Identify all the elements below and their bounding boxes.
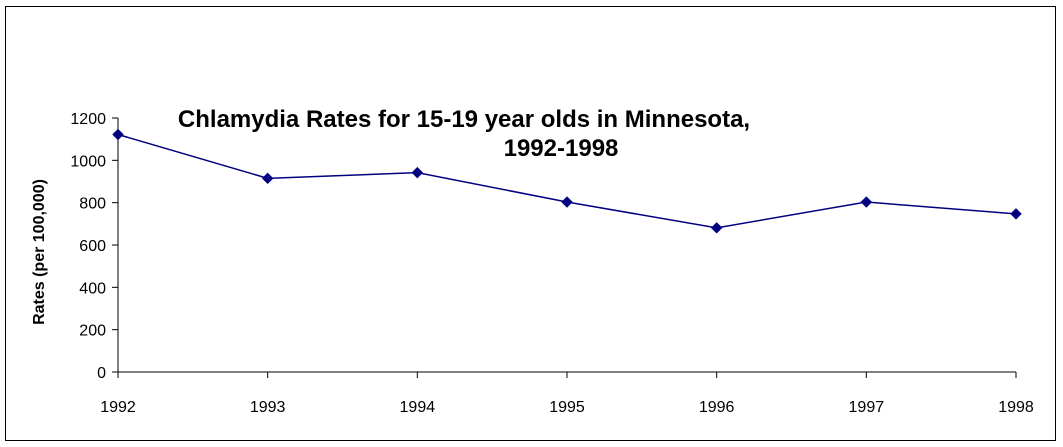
- y-tick-label: 600: [79, 238, 106, 255]
- y-axis-ticks: 0 200 400 600 800 1000 1200: [70, 111, 118, 382]
- x-tick-label: 1992: [100, 399, 136, 416]
- y-tick-label: 1200: [70, 111, 106, 128]
- data-point-marker: [411, 166, 424, 179]
- x-tick-label: 1994: [400, 399, 436, 416]
- chart-frame: [5, 6, 1056, 441]
- x-tick-label: 1996: [699, 399, 735, 416]
- x-tick-label: 1997: [849, 399, 885, 416]
- data-point-marker: [1010, 208, 1022, 220]
- y-tick-label: 400: [79, 280, 106, 297]
- y-tick-label: 1000: [70, 153, 106, 170]
- x-tick-label: 1998: [998, 399, 1034, 416]
- data-point-marker: [561, 196, 573, 208]
- y-tick-label: 0: [97, 365, 106, 382]
- y-tick-label: 800: [79, 196, 106, 213]
- y-axis-title: Rates (per 100,000): [31, 179, 48, 325]
- y-tick-label: 200: [79, 323, 106, 340]
- data-point-marker: [261, 172, 274, 185]
- x-tick-label: 1995: [549, 399, 585, 416]
- x-axis-ticks: 1992 1993 1994 1995 1996 1997 1998: [100, 372, 1034, 416]
- data-series: [112, 128, 1022, 234]
- data-point-marker: [710, 222, 723, 234]
- x-tick-label: 1993: [250, 399, 286, 416]
- data-point-marker: [860, 196, 873, 208]
- chart-title-line2: 1992-1998: [504, 135, 619, 162]
- chart-title: Chlamydia Rates for 15-19 year olds in M…: [178, 106, 750, 133]
- data-point-marker: [112, 128, 124, 141]
